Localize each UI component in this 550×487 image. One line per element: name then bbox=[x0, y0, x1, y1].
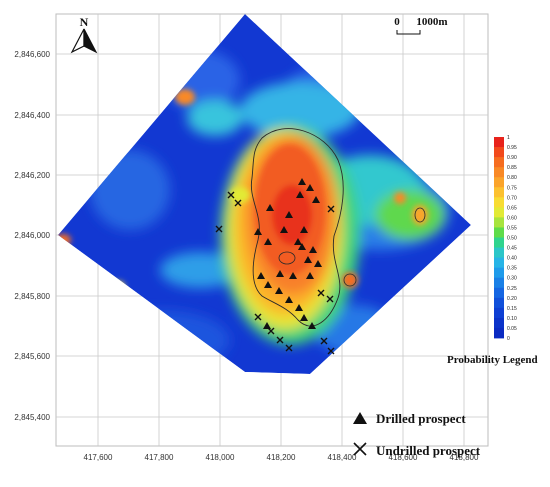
legend-tick-label: 0.25 bbox=[507, 286, 517, 292]
legend-color-bar bbox=[494, 137, 504, 339]
x-axis-ticks: 417,600 417,800 418,000 418,200 418,400 … bbox=[84, 453, 479, 462]
legend-tick-label: 0.75 bbox=[507, 185, 517, 191]
legend-tick-label: 0.05 bbox=[507, 326, 517, 332]
legend-color-segment bbox=[494, 307, 504, 319]
y-tick: 2,845,400 bbox=[14, 413, 50, 422]
y-tick: 2,846,200 bbox=[14, 171, 50, 180]
legend-color-segment bbox=[494, 297, 504, 309]
legend-tick-label: 0 bbox=[507, 336, 510, 342]
legend-ticks: 1 0.95 0.90 0.85 0.80 0.75 0.70 0.65 0.60 0.55 0.5… bbox=[507, 135, 517, 342]
legend-color-segment bbox=[494, 137, 504, 148]
legend-color-segment bbox=[494, 277, 504, 289]
y-tick: 2,846,400 bbox=[14, 111, 50, 120]
north-arrow: N bbox=[70, 15, 98, 54]
x-tick: 418,200 bbox=[267, 453, 296, 462]
x-tick: 417,600 bbox=[84, 453, 113, 462]
legend-color-segment bbox=[494, 247, 504, 258]
legend-tick-label: 0.65 bbox=[507, 205, 517, 211]
x-tick: 417,800 bbox=[145, 453, 174, 462]
legend-color-segment bbox=[494, 157, 504, 168]
north-label: N bbox=[80, 15, 89, 29]
undrilled-prospect-label: Undrilled prospect bbox=[376, 443, 481, 458]
legend-color-segment bbox=[494, 217, 504, 228]
y-tick: 2,845,600 bbox=[14, 352, 50, 361]
legend-tick-label: 0.30 bbox=[507, 276, 517, 282]
legend-tick-label: 0.40 bbox=[507, 256, 517, 262]
legend-color-segment bbox=[494, 267, 504, 279]
legend-tick-label: 0.50 bbox=[507, 236, 517, 242]
legend-tick-label: 0.20 bbox=[507, 296, 517, 302]
legend-tick-label: 0.70 bbox=[507, 195, 517, 201]
legend-tick-label: 0.85 bbox=[507, 165, 517, 171]
probability-surface bbox=[58, 14, 471, 374]
y-tick: 2,846,000 bbox=[14, 231, 50, 240]
legend-color-segment bbox=[494, 207, 504, 218]
x-tick: 418,600 bbox=[389, 453, 418, 462]
legend-tick-label: 0.55 bbox=[507, 225, 517, 231]
legend-title: Probability Legend bbox=[447, 354, 538, 366]
x-tick: 418,400 bbox=[328, 453, 357, 462]
scale-bar: 0 1000m bbox=[394, 16, 448, 35]
legend-tick-label: 0.35 bbox=[507, 266, 517, 272]
drilled-prospect-markers bbox=[254, 178, 322, 329]
legend-color-segment bbox=[494, 287, 504, 299]
legend-tick-label: 0.45 bbox=[507, 246, 517, 252]
legend-color-segment bbox=[494, 187, 504, 198]
undrilled-cross-icon bbox=[353, 442, 367, 456]
probability-legend: 1 0.95 0.90 0.85 0.80 0.75 0.70 0.65 0.60 0.55 0.5… bbox=[447, 135, 538, 366]
drilled-triangle-icon bbox=[353, 412, 367, 424]
x-tick: 418,000 bbox=[206, 453, 235, 462]
marker-key: Drilled prospect Undrilled prospect bbox=[353, 411, 481, 458]
x-tick: 418,800 bbox=[450, 453, 479, 462]
north-arrow-icon bbox=[70, 28, 85, 54]
legend-tick-label: 0.80 bbox=[507, 175, 517, 181]
y-axis-ticks: 2,846,600 2,846,400 2,846,200 2,846,000 … bbox=[14, 50, 50, 422]
legend-color-segment bbox=[494, 197, 504, 208]
legend-color-segment bbox=[494, 177, 504, 188]
legend-tick-label: 0.10 bbox=[507, 316, 517, 322]
legend-color-segment bbox=[494, 237, 504, 248]
legend-tick-label: 0.60 bbox=[507, 215, 517, 221]
legend-tick-label: 1 bbox=[507, 135, 510, 141]
legend-color-segment bbox=[494, 227, 504, 238]
legend-tick-label: 0.90 bbox=[507, 155, 517, 161]
drilled-prospect-label: Drilled prospect bbox=[376, 411, 466, 426]
undrilled-prospect-markers bbox=[215, 191, 335, 355]
scale-start-label: 0 bbox=[394, 16, 400, 28]
y-tick: 2,846,600 bbox=[14, 50, 50, 59]
y-tick: 2,845,800 bbox=[14, 292, 50, 301]
legend-color-segment bbox=[494, 317, 504, 329]
legend-color-segment bbox=[494, 327, 504, 339]
legend-tick-label: 0.15 bbox=[507, 306, 517, 312]
legend-tick-label: 0.95 bbox=[507, 145, 517, 151]
scale-end-label: 1000m bbox=[416, 16, 447, 28]
legend-color-segment bbox=[494, 257, 504, 269]
legend-color-segment bbox=[494, 167, 504, 178]
legend-color-segment bbox=[494, 147, 504, 158]
